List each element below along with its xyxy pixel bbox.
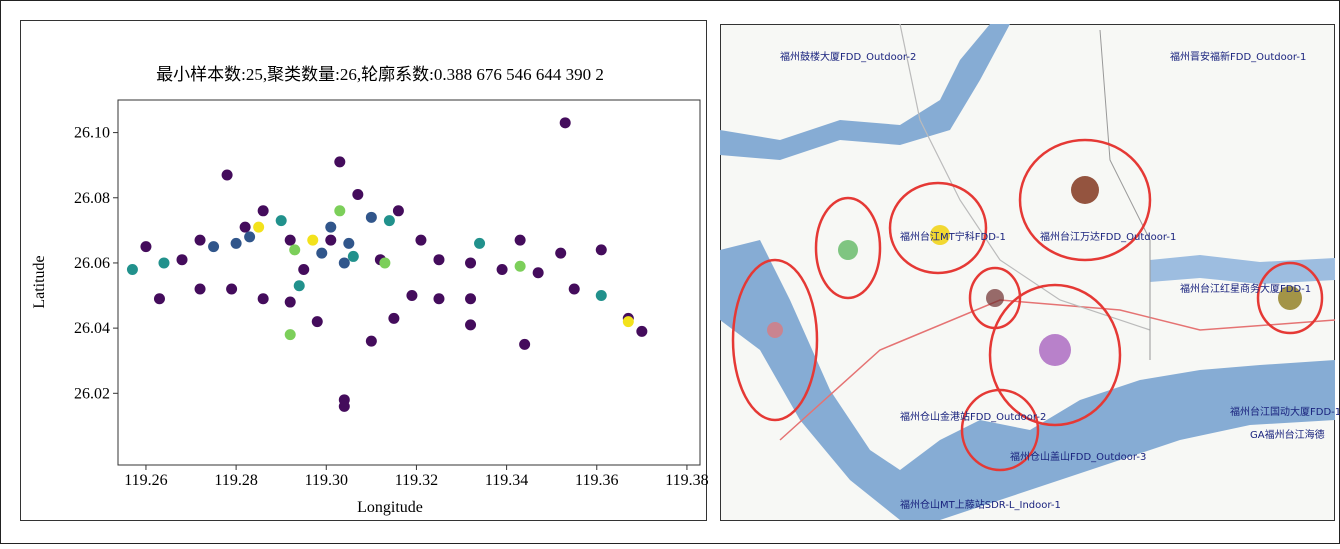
point xyxy=(298,264,309,275)
point xyxy=(596,290,607,301)
map-label: 福州台江红星商务大厦FDD-1 xyxy=(1180,282,1311,295)
point xyxy=(285,235,296,246)
point xyxy=(433,254,444,265)
map-label: 福州台江MT宁科FDD-1 xyxy=(900,230,1006,243)
point xyxy=(127,264,138,275)
point xyxy=(555,248,566,259)
y-tick-label: 26.02 xyxy=(74,385,110,402)
point xyxy=(285,329,296,340)
map-label: 福州仓山MT上藤站SDR-L_Indoor-1 xyxy=(900,498,1061,511)
point xyxy=(366,336,377,347)
marker-cluster xyxy=(1039,334,1071,366)
point xyxy=(388,313,399,324)
point xyxy=(334,205,345,216)
point xyxy=(497,264,508,275)
point xyxy=(307,235,318,246)
map-panel: 福州鼓楼大厦FDD_Outdoor-2 福州晋安福新FDD_Outdoor-1 福州… xyxy=(720,24,1340,521)
point xyxy=(393,205,404,216)
point xyxy=(366,212,377,223)
point xyxy=(569,284,580,295)
map-label: GA福州台江海德 xyxy=(1250,428,1325,441)
point xyxy=(195,235,206,246)
point xyxy=(285,297,296,308)
map-label: 福州台江万达FDD_Outdoor-1 xyxy=(1040,230,1176,243)
point xyxy=(339,257,350,268)
point xyxy=(623,316,634,327)
point xyxy=(533,267,544,278)
point xyxy=(465,257,476,268)
point xyxy=(195,284,206,295)
point xyxy=(519,339,530,350)
point xyxy=(515,261,526,272)
point xyxy=(433,293,444,304)
point xyxy=(253,222,264,233)
point xyxy=(276,215,287,226)
point xyxy=(325,222,336,233)
marker-cluster xyxy=(986,289,1004,307)
point xyxy=(177,254,188,265)
x-axis-label: Longitude xyxy=(357,499,423,516)
point xyxy=(352,189,363,200)
map-label: 福州鼓楼大厦FDD_Outdoor-2 xyxy=(780,50,916,63)
point xyxy=(316,248,327,259)
point xyxy=(154,293,165,304)
point xyxy=(222,169,233,180)
point xyxy=(140,241,151,252)
map-label: 福州仓山盖山FDD_Outdoor-3 xyxy=(1010,450,1146,463)
map-label: 福州台江国动大厦FDD-1 xyxy=(1230,405,1340,418)
point xyxy=(244,231,255,242)
y-axis-label: Latitude xyxy=(31,255,48,308)
y-tick-label: 26.08 xyxy=(74,190,110,207)
point xyxy=(231,238,242,249)
point xyxy=(348,251,359,262)
point xyxy=(415,235,426,246)
point xyxy=(465,319,476,330)
x-tick-label: 119.26 xyxy=(124,472,167,489)
x-tick-label: 119.28 xyxy=(214,472,257,489)
point xyxy=(208,241,219,252)
point xyxy=(226,284,237,295)
figure: 最小样本数:25,聚类数量:26,轮廓系数:0.388 676 546 644 … xyxy=(0,0,1340,544)
point xyxy=(158,257,169,268)
point xyxy=(312,316,323,327)
point xyxy=(560,117,571,128)
marker-cluster xyxy=(767,322,783,338)
x-tick-label: 119.34 xyxy=(485,472,528,489)
point xyxy=(474,238,485,249)
x-tick-label: 119.32 xyxy=(395,472,438,489)
chart-panel xyxy=(21,21,707,521)
point xyxy=(258,205,269,216)
point xyxy=(515,235,526,246)
point xyxy=(240,222,251,233)
map-label: 福州仓山金港站FDD_Outdoor-2 xyxy=(900,410,1046,423)
y-tick-label: 26.10 xyxy=(74,125,110,142)
marker-cluster xyxy=(1071,176,1099,204)
x-tick-label: 119.36 xyxy=(575,472,618,489)
x-tick-label: 119.38 xyxy=(665,472,708,489)
point xyxy=(289,244,300,255)
point xyxy=(465,293,476,304)
marker-cluster xyxy=(838,240,858,260)
point xyxy=(258,293,269,304)
point xyxy=(325,235,336,246)
point xyxy=(294,280,305,291)
point xyxy=(596,244,607,255)
point xyxy=(406,290,417,301)
x-tick-label: 119.30 xyxy=(305,472,348,489)
y-tick-label: 26.04 xyxy=(74,320,110,337)
point xyxy=(636,326,647,337)
map-label: 福州晋安福新FDD_Outdoor-1 xyxy=(1170,50,1306,63)
point xyxy=(343,238,354,249)
point xyxy=(334,156,345,167)
point xyxy=(379,257,390,268)
y-tick-label: 26.06 xyxy=(74,255,110,272)
point xyxy=(384,215,395,226)
chart-title: 最小样本数:25,聚类数量:26,轮廓系数:0.388 676 546 644 … xyxy=(156,65,604,84)
point xyxy=(339,401,350,412)
